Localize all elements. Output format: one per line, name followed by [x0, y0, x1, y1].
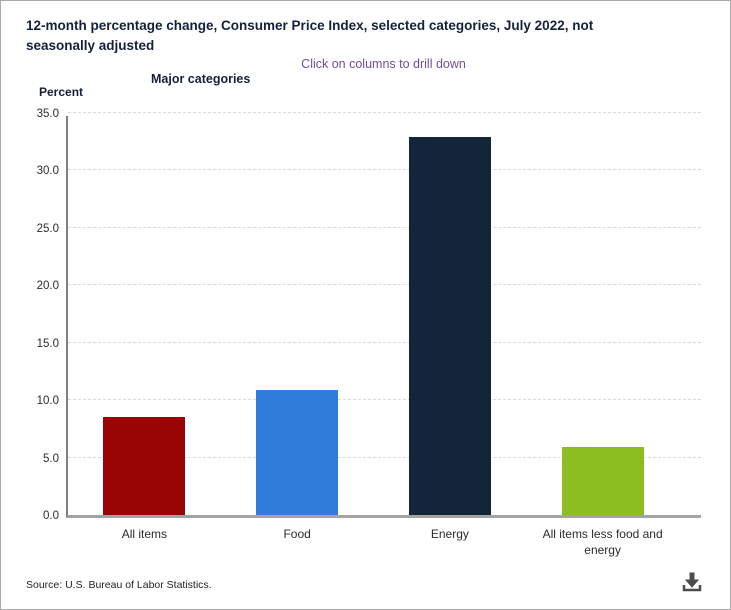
gridline-10 [68, 399, 701, 401]
download-icon [680, 572, 704, 597]
download-button[interactable] [680, 570, 704, 594]
gridline-30 [68, 169, 701, 171]
y-tick-label: 20.0 [36, 280, 59, 293]
y-tick-label: 5.0 [43, 452, 59, 465]
major-categories-label: Major categories [151, 72, 251, 86]
gridline-20 [68, 284, 701, 286]
category-label-food: Food [283, 527, 311, 541]
bar-food[interactable] [256, 389, 339, 515]
gridline-15 [68, 341, 701, 343]
bar-all-items[interactable] [103, 417, 186, 515]
category-label-energy: Energy [430, 527, 469, 541]
y-tick-label: 10.0 [36, 395, 59, 408]
plot-area: All items Food Energy All items less food a… [66, 112, 701, 557]
bar-all-items-less-food-and-energy[interactable] [561, 447, 644, 515]
gridline-5 [68, 456, 701, 458]
bar-energy[interactable] [408, 137, 491, 515]
y-tick-label: 30.0 [36, 165, 59, 178]
chart-title: 12-month percentage change, Consumer Pri… [26, 18, 594, 54]
source-text: Source: U.S. Bureau of Labor Statistics. [26, 579, 212, 591]
y-axis-ticks: 0.0 5.0 10.0 15.0 20.0 25.0 30.0 35.0 [1, 108, 59, 522]
category-label-all-items: All items [121, 527, 168, 541]
category-label-all-items-less-food-and-energy: All items less food and energy [542, 527, 663, 558]
y-tick-label: 0.0 [43, 510, 59, 522]
gridline-25 [68, 226, 701, 228]
y-tick-label: 25.0 [36, 222, 59, 235]
y-tick-label: 15.0 [36, 337, 59, 350]
y-axis-unit-label: Percent [39, 85, 84, 99]
gridline-35 [68, 112, 701, 113]
drilldown-hint: Click on columns to drill down [301, 57, 466, 71]
y-tick-label: 35.0 [36, 108, 59, 120]
